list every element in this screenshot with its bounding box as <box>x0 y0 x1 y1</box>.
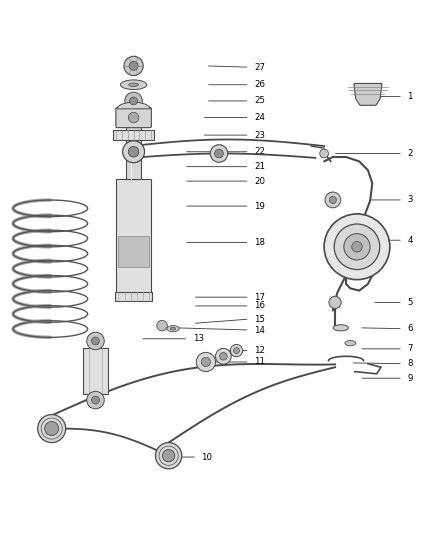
Text: 17: 17 <box>254 293 265 302</box>
Circle shape <box>128 112 139 123</box>
Ellipse shape <box>129 83 138 86</box>
Ellipse shape <box>333 325 349 331</box>
Circle shape <box>219 352 227 360</box>
FancyBboxPatch shape <box>83 348 107 393</box>
Circle shape <box>329 197 336 204</box>
Circle shape <box>155 442 182 469</box>
Circle shape <box>210 145 228 162</box>
Circle shape <box>334 224 380 270</box>
Circle shape <box>230 344 243 357</box>
Circle shape <box>45 422 59 435</box>
Text: 24: 24 <box>254 113 265 122</box>
Text: 6: 6 <box>407 324 413 333</box>
Polygon shape <box>118 236 149 266</box>
Polygon shape <box>117 102 150 109</box>
Polygon shape <box>116 179 151 295</box>
Text: 1: 1 <box>407 92 413 101</box>
Text: 11: 11 <box>254 358 265 367</box>
Circle shape <box>320 149 328 158</box>
Text: 19: 19 <box>254 201 265 211</box>
Text: 20: 20 <box>254 176 265 185</box>
FancyBboxPatch shape <box>116 108 152 128</box>
Circle shape <box>130 97 138 105</box>
Text: 12: 12 <box>254 346 265 355</box>
Circle shape <box>123 141 145 163</box>
Circle shape <box>324 214 390 280</box>
Text: 10: 10 <box>201 453 212 462</box>
Text: 25: 25 <box>254 96 265 106</box>
FancyBboxPatch shape <box>115 292 152 301</box>
Text: 8: 8 <box>407 359 413 368</box>
Circle shape <box>125 92 142 110</box>
Text: 15: 15 <box>254 314 265 324</box>
Circle shape <box>124 56 143 76</box>
FancyBboxPatch shape <box>113 130 154 140</box>
Text: 26: 26 <box>254 80 265 89</box>
Text: 5: 5 <box>407 298 413 307</box>
Ellipse shape <box>345 341 356 346</box>
Text: 22: 22 <box>254 147 265 156</box>
Text: 2: 2 <box>407 149 413 158</box>
Text: 4: 4 <box>407 236 413 245</box>
Text: 7: 7 <box>407 344 413 353</box>
Circle shape <box>196 352 215 372</box>
Circle shape <box>215 149 223 158</box>
Circle shape <box>92 337 99 345</box>
Polygon shape <box>126 102 141 179</box>
Circle shape <box>92 396 99 404</box>
Circle shape <box>87 332 104 350</box>
Text: 13: 13 <box>193 334 204 343</box>
Circle shape <box>344 233 370 260</box>
Circle shape <box>162 449 175 462</box>
Ellipse shape <box>120 80 147 90</box>
Circle shape <box>352 241 362 252</box>
Circle shape <box>233 348 240 353</box>
Text: 21: 21 <box>254 162 265 171</box>
Ellipse shape <box>170 327 176 330</box>
Text: 16: 16 <box>254 302 265 310</box>
Circle shape <box>329 296 341 309</box>
Text: 23: 23 <box>254 131 265 140</box>
Text: 18: 18 <box>254 238 265 247</box>
Text: 9: 9 <box>407 374 413 383</box>
Ellipse shape <box>167 326 179 332</box>
Text: 14: 14 <box>254 326 265 335</box>
Circle shape <box>215 349 231 364</box>
Circle shape <box>38 415 66 442</box>
Circle shape <box>157 320 167 331</box>
Text: 3: 3 <box>407 196 413 205</box>
Polygon shape <box>354 84 382 106</box>
Circle shape <box>201 357 211 367</box>
Circle shape <box>87 391 104 409</box>
Text: 27: 27 <box>254 63 265 72</box>
Circle shape <box>325 192 341 208</box>
Circle shape <box>129 61 138 70</box>
Circle shape <box>128 147 139 157</box>
